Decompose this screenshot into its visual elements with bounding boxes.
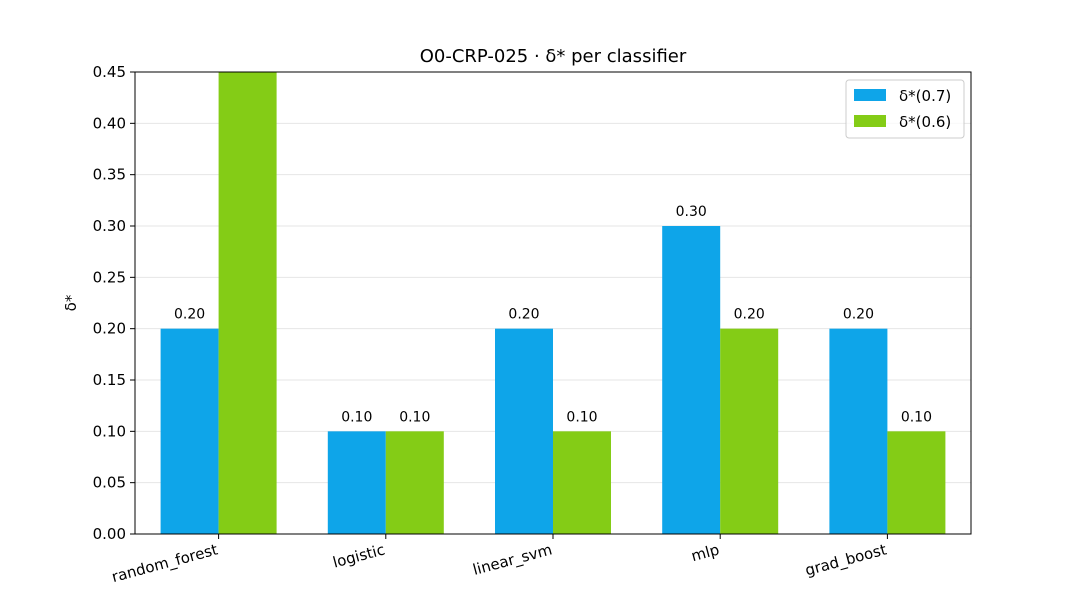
y-tick-label: 0.00 — [93, 525, 126, 543]
data-labels-layer: 0.20 0.10 0.10 0.20 0.10 0.30 0.20 0.20 0.10 — [174, 204, 932, 425]
legend-label: δ*(0.6) — [899, 113, 951, 131]
x-tick-label: linear_svm — [471, 540, 554, 579]
bar — [327, 431, 386, 534]
y-tick-label: 0.45 — [93, 63, 126, 81]
x-tick-label: mlp — [689, 540, 721, 565]
chart-title: O0-CRP-025 · δ* per classifier — [420, 46, 687, 67]
bar — [495, 328, 553, 534]
y-tick-label: 0.25 — [93, 268, 126, 286]
data-label: 0.10 — [399, 409, 430, 425]
x-tick-label: grad_boost — [803, 540, 889, 580]
bar — [829, 328, 888, 534]
y-tick-label: 0.15 — [93, 371, 126, 389]
legend: δ*(0.7) δ*(0.6) — [845, 79, 965, 139]
y-tick-label: 0.10 — [93, 422, 126, 440]
y-tick-label: 0.20 — [93, 320, 126, 338]
data-label: 0.20 — [174, 307, 205, 323]
y-tick-label: 0.30 — [93, 217, 126, 235]
y-tick-label: 0.05 — [93, 474, 126, 492]
bar — [720, 328, 779, 534]
y-axis-label: δ* — [62, 294, 80, 311]
legend-swatch — [854, 115, 886, 127]
y-tick-label: 0.40 — [93, 114, 126, 132]
data-label: 0.20 — [734, 307, 765, 323]
y-tick-label: 0.35 — [93, 166, 126, 184]
bars-layer — [160, 72, 946, 534]
data-label: 0.30 — [676, 204, 707, 220]
bar — [662, 226, 721, 534]
bar — [887, 431, 946, 534]
bar — [218, 72, 277, 534]
data-label: 0.20 — [843, 307, 874, 323]
data-label: 0.20 — [508, 307, 539, 323]
data-label: 0.10 — [341, 409, 372, 425]
data-label: 0.10 — [566, 409, 597, 425]
bar — [160, 328, 219, 534]
x-tick-label: logistic — [331, 540, 387, 571]
y-axis: 0.00 0.05 0.10 0.15 0.20 0.25 0.30 0.35 0.40 0.45 — [93, 63, 135, 543]
bar — [553, 431, 611, 534]
legend-label: δ*(0.7) — [899, 87, 951, 105]
data-label: 0.10 — [901, 409, 932, 425]
bar — [385, 431, 444, 534]
legend-swatch — [854, 89, 886, 101]
x-tick-label: random_forest — [110, 540, 220, 587]
x-axis: random_forest logistic linear_svm mlp grad_b… — [110, 534, 889, 587]
